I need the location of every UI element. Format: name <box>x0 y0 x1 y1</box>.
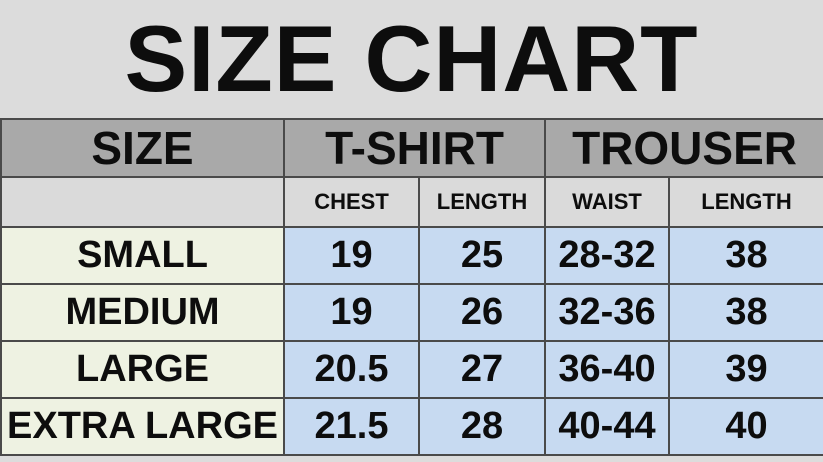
tshirt-length-cell: 27 <box>417 340 547 399</box>
size-cell: MEDIUM <box>0 283 285 342</box>
size-header: SIZE <box>0 118 285 178</box>
tshirt-length-header: LENGTH <box>417 176 547 228</box>
size-cell: LARGE <box>0 340 285 399</box>
trouser-length-cell: 39 <box>668 340 823 399</box>
chest-cell: 20.5 <box>283 340 420 399</box>
chest-cell: 19 <box>283 283 420 342</box>
tshirt-length-cell: 28 <box>417 397 547 456</box>
waist-header: WAIST <box>544 176 671 228</box>
table-row: EXTRA LARGE 21.5 28 40-44 40 <box>0 397 823 456</box>
trouser-length-cell: 40 <box>668 397 823 456</box>
trouser-length-header: LENGTH <box>668 176 823 228</box>
tshirt-length-cell: 26 <box>417 283 547 342</box>
chest-cell: 21.5 <box>283 397 420 456</box>
trouser-length-cell: 38 <box>668 226 823 285</box>
page-title: SIZE CHART <box>0 0 823 118</box>
tshirt-length-cell: 25 <box>417 226 547 285</box>
size-cell: SMALL <box>0 226 285 285</box>
waist-cell: 32-36 <box>544 283 671 342</box>
chest-header: CHEST <box>283 176 420 228</box>
table-row: MEDIUM 19 26 32-36 38 <box>0 283 823 342</box>
waist-cell: 28-32 <box>544 226 671 285</box>
table-row: LARGE 20.5 27 36-40 39 <box>0 340 823 399</box>
header-row: SIZE T-SHIRT TROUSER <box>0 118 823 178</box>
size-cell: EXTRA LARGE <box>0 397 285 456</box>
waist-cell: 40-44 <box>544 397 671 456</box>
size-table: SIZE T-SHIRT TROUSER CHEST LENGTH WAIST … <box>0 118 823 456</box>
empty-subheader <box>0 176 285 228</box>
trouser-length-cell: 38 <box>668 283 823 342</box>
chest-cell: 19 <box>283 226 420 285</box>
tshirt-header: T-SHIRT <box>282 118 547 178</box>
table-row: SMALL 19 25 28-32 38 <box>0 226 823 285</box>
subheader-row: CHEST LENGTH WAIST LENGTH <box>0 176 823 228</box>
waist-cell: 36-40 <box>544 340 671 399</box>
trouser-header: TROUSER <box>544 118 823 178</box>
